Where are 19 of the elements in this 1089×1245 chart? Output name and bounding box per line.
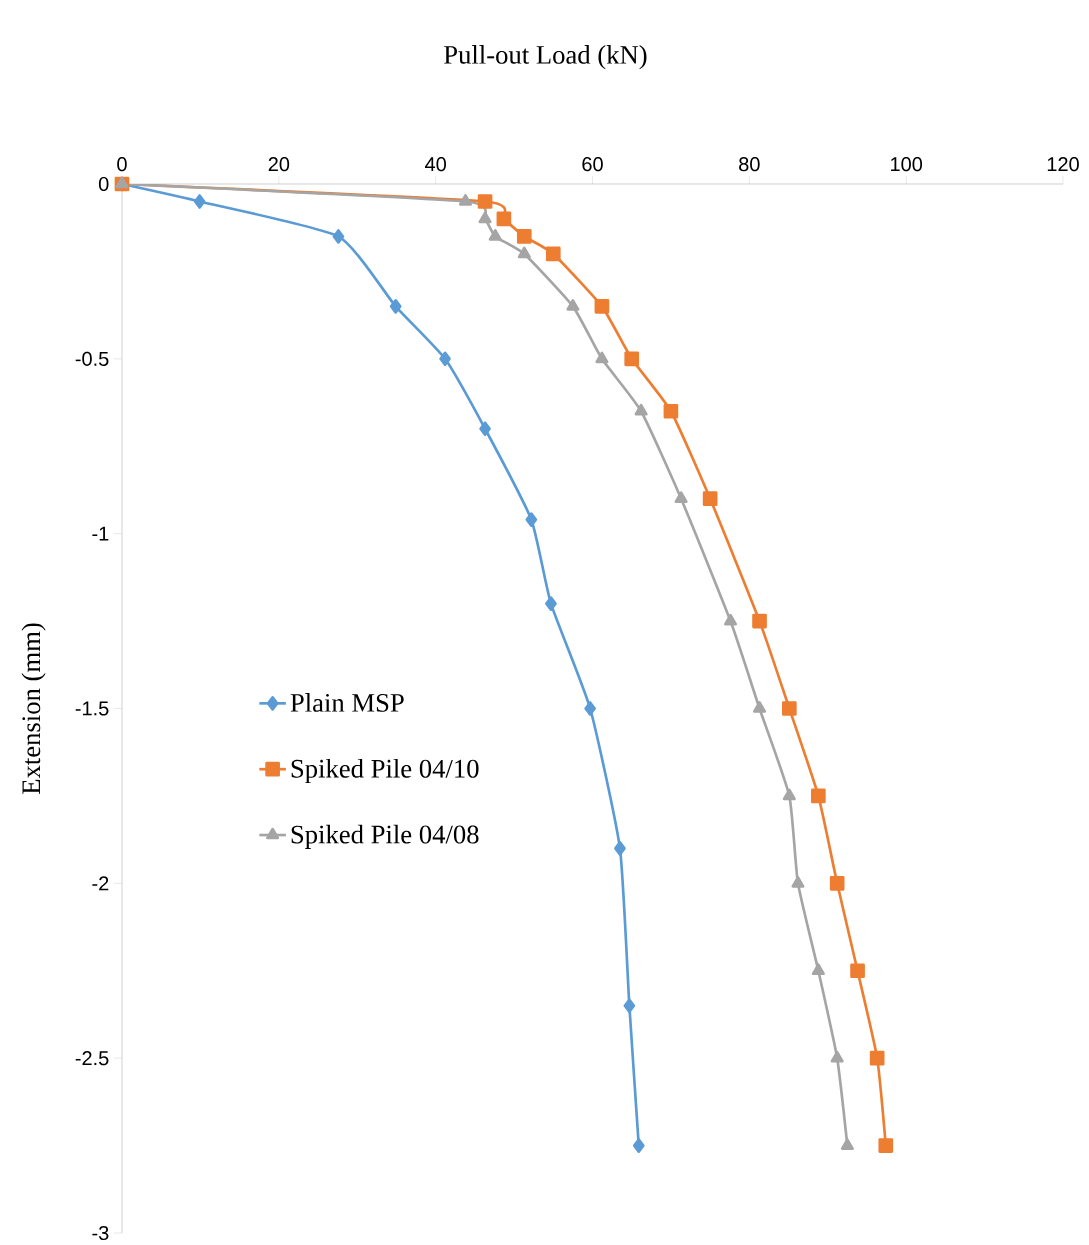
y-tick-label: -1 (92, 526, 109, 541)
x-tick-label: 120 (1047, 157, 1079, 172)
x-tick-label: 100 (891, 157, 923, 172)
y-axis-title: Extension (mm) (21, 623, 46, 794)
x-tick-label: 20 (268, 157, 290, 172)
x-tick-label: 80 (739, 157, 760, 172)
x-axis-title: Pull-out Load (kN) (444, 45, 647, 70)
legend-label: Plain MSP (290, 693, 404, 712)
y-tick-label: -2.5 (75, 1051, 109, 1066)
x-tick-label: 0 (117, 157, 127, 172)
x-tick-label: 60 (582, 157, 603, 172)
legend-label: Spiked Pile 04/10 (291, 758, 479, 784)
y-tick-label: -1.5 (75, 701, 109, 716)
legend-label: Spiked Pile 04/08 (291, 824, 479, 849)
y-tick-label: -2 (92, 876, 109, 891)
y-tick-label: -0.5 (75, 351, 109, 366)
y-tick-label: 0 (98, 176, 109, 192)
y-tick-label: -3 (92, 1225, 109, 1241)
x-tick-label: 40 (425, 157, 446, 172)
